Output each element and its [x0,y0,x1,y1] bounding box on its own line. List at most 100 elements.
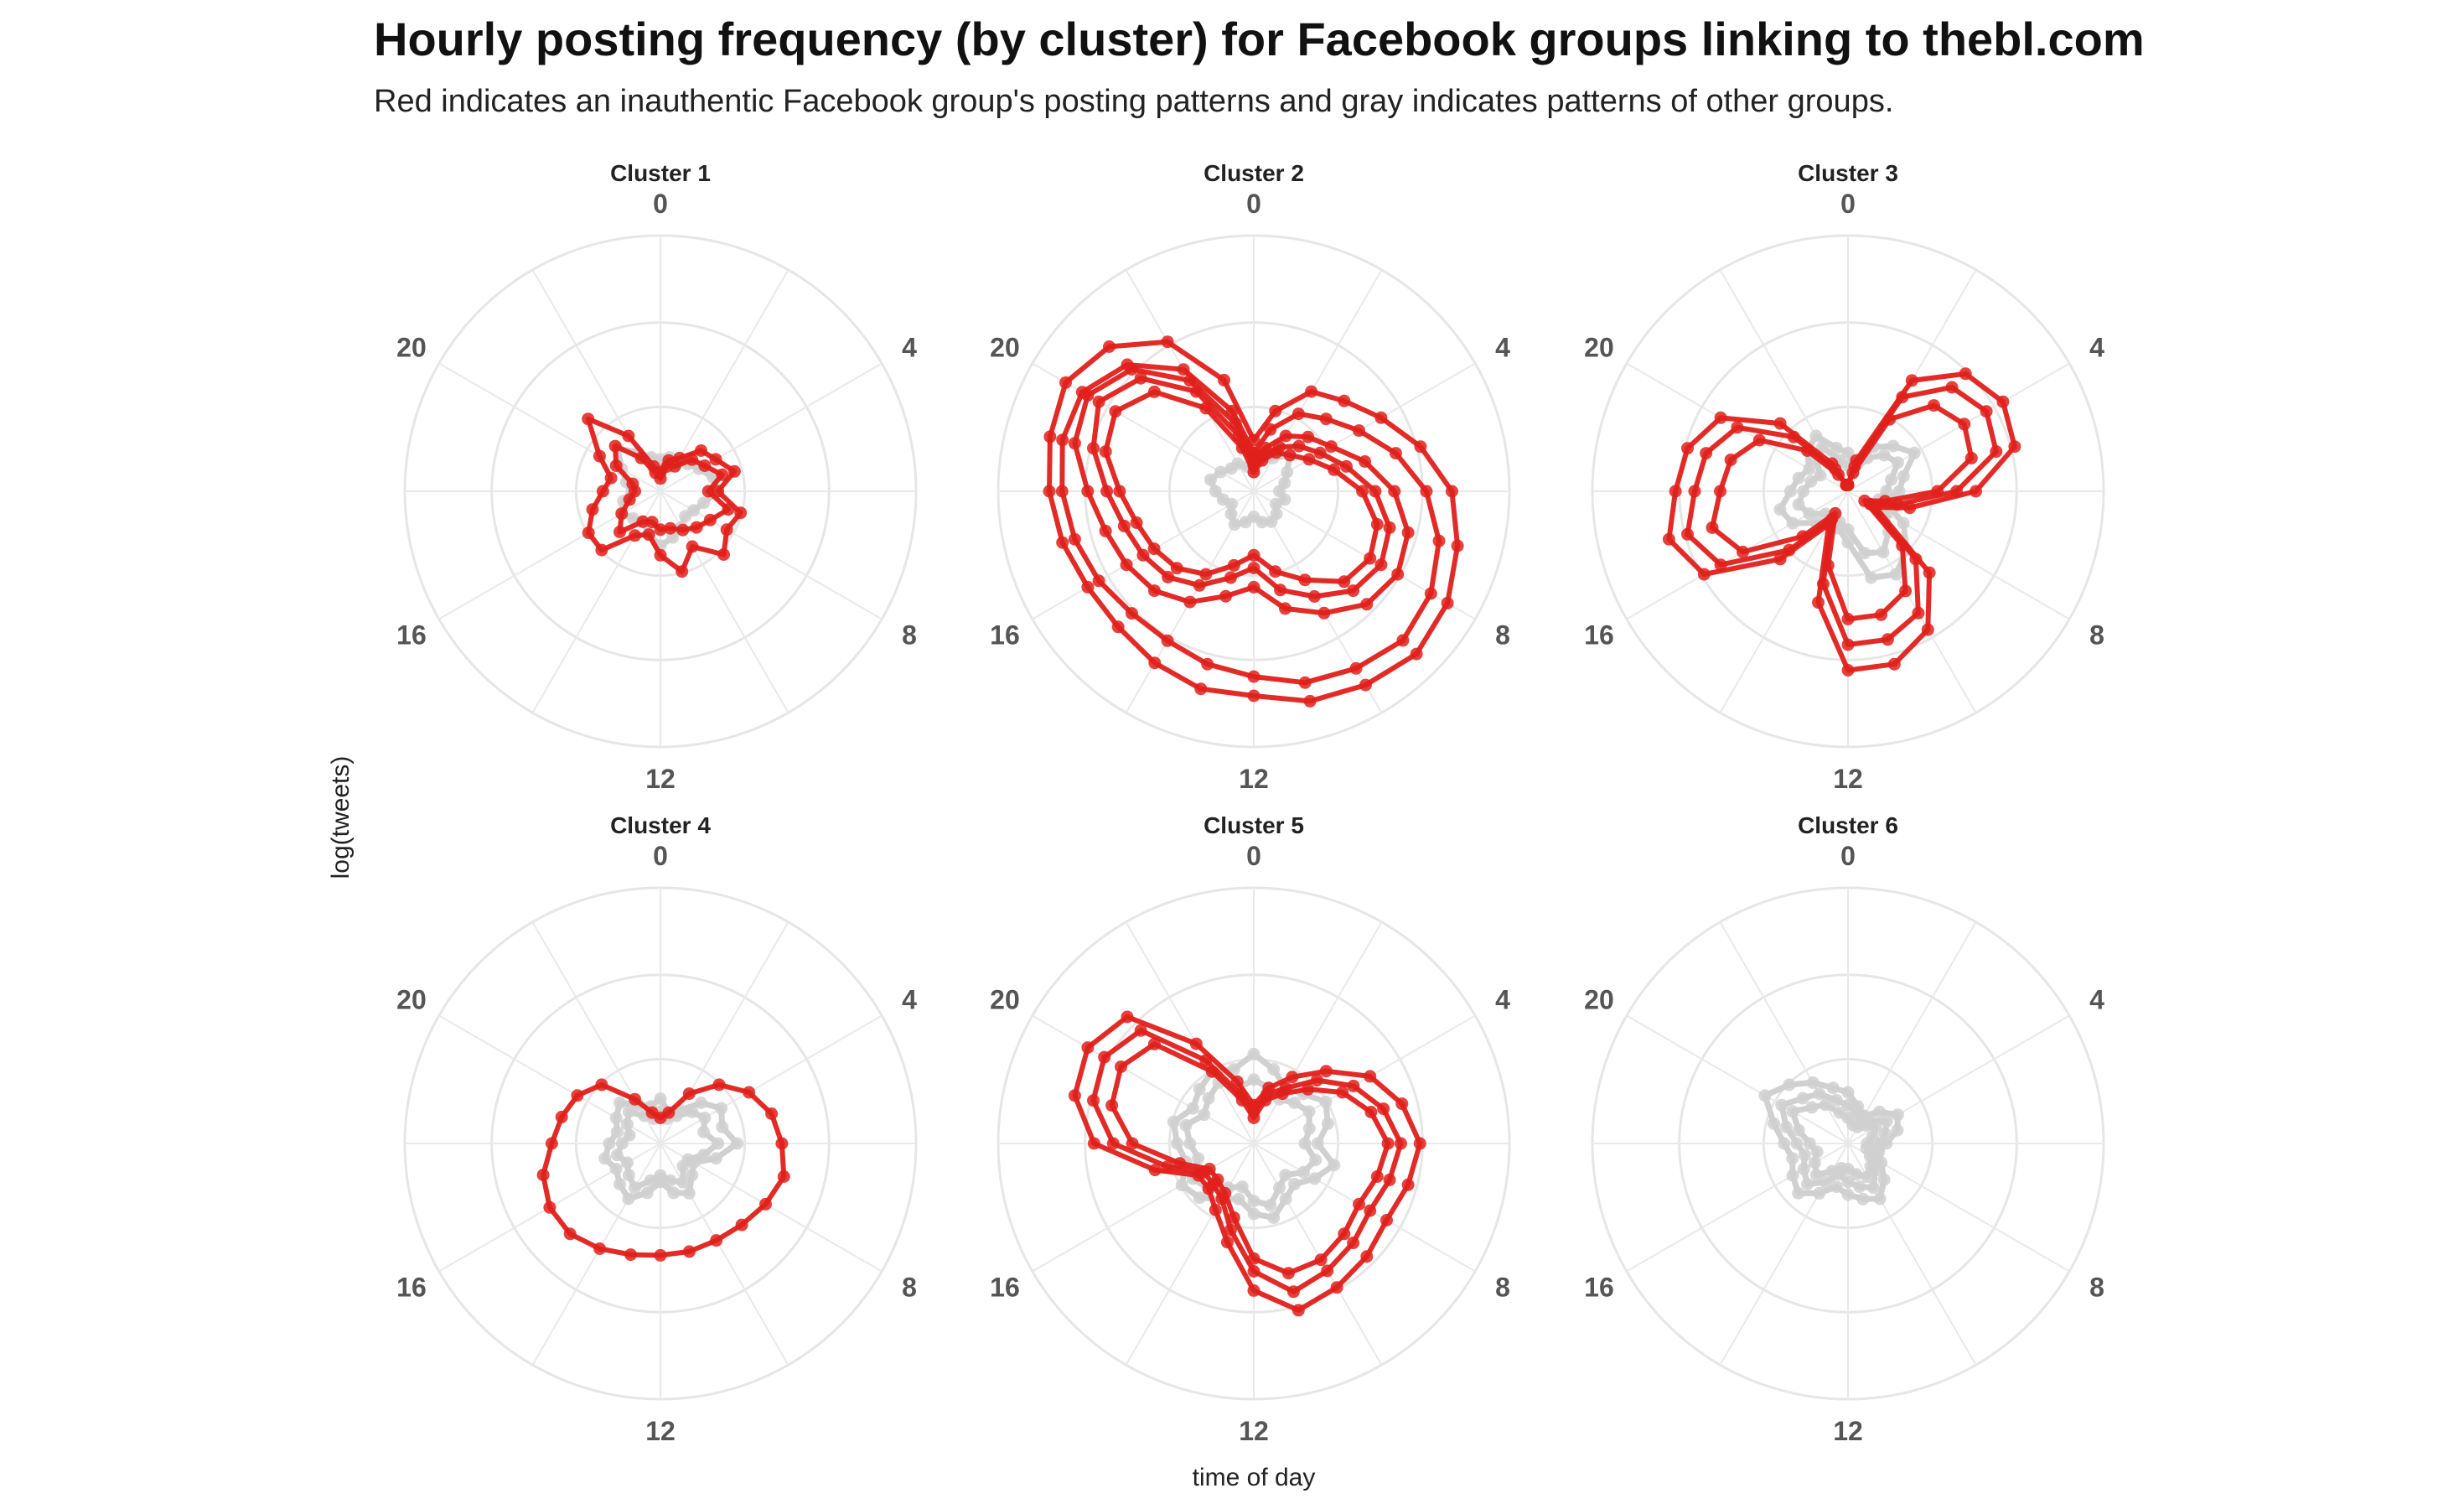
inauthentic-point [1912,606,1925,620]
inauthentic-point [683,1245,696,1258]
other-point [1239,516,1252,529]
inauthentic-point [1883,412,1897,426]
inauthentic-point [1821,558,1835,572]
inauthentic-point [1194,682,1208,696]
inauthentic-point [1161,634,1174,647]
other-point [1841,1086,1855,1099]
inauthentic-point [1858,494,1871,507]
other-point [667,1186,681,1200]
radar-panel: Cluster 2 0 4 8 12 16 20 [990,160,1511,794]
other-point [623,1128,636,1142]
inauthentic-point [1424,587,1437,600]
inauthentic-point [1773,417,1787,430]
inauthentic-point [1055,485,1069,498]
other-point [1813,1087,1826,1101]
inauthentic-point [777,1170,790,1183]
inauthentic-point [555,1110,568,1123]
inauthentic-point [1235,441,1249,454]
other-point [1288,1178,1301,1190]
inauthentic-point [1321,1264,1334,1278]
inauthentic-point [1752,433,1766,447]
inauthentic-point [1381,1137,1395,1150]
inauthentic-point [1130,516,1143,529]
other-point [1321,1117,1334,1130]
inauthentic-point [586,503,599,516]
inauthentic-point [1414,440,1427,454]
panel-title: Cluster 5 [1204,812,1304,838]
inauthentic-point [676,523,690,537]
inauthentic-point [1087,442,1100,455]
other-point [1877,449,1891,462]
inauthentic-point [1681,442,1694,455]
inauthentic-point [1369,485,1382,498]
inauthentic-point [1319,412,1333,426]
inauthentic-point [1317,606,1331,620]
inauthentic-point [595,543,608,557]
hour-tick-label: 12 [1239,1416,1269,1446]
other-point [1808,1156,1821,1169]
inauthentic-point [1099,445,1112,459]
other-point [1892,485,1906,498]
inauthentic-point [1189,385,1203,398]
other-point [1171,1137,1183,1150]
other-point [1891,1123,1904,1137]
other-point [1806,1076,1820,1089]
inauthentic-point [1356,485,1369,498]
inauthentic-point [1059,376,1072,389]
inauthentic-point [1816,578,1830,590]
hour-tick-label: 16 [1584,1273,1614,1303]
inauthentic-point [727,464,741,478]
other-point [627,511,640,525]
inauthentic-point [1841,613,1855,625]
other-point [1192,1152,1205,1165]
inauthentic-point [686,453,699,466]
inauthentic-point [676,565,689,578]
inauthentic-point [1099,524,1112,537]
inauthentic-point [1328,463,1341,476]
inauthentic-point [1247,670,1260,683]
inauthentic-point [571,1089,584,1102]
hour-tick-label: 0 [1840,189,1856,219]
hour-tick-label: 16 [1584,620,1614,651]
inauthentic-point [1298,573,1312,587]
other-point [1889,568,1902,581]
x-axis-label: time of day [1193,1464,1316,1491]
inauthentic-point [1247,689,1260,703]
other-point [1311,1137,1324,1150]
inauthentic-point [722,503,735,516]
inauthentic-point [1224,571,1237,584]
inauthentic-point [1314,1253,1328,1267]
inauthentic-point [1319,1065,1333,1078]
other-point [698,1112,712,1124]
other-point [1825,1164,1839,1178]
inauthentic-point [1279,602,1292,615]
inauthentic-point [1410,647,1423,661]
other-point [1878,1127,1892,1140]
other-point [1804,474,1818,488]
other-point [1833,1106,1846,1119]
inauthentic-point [654,523,667,537]
inauthentic-point [735,1218,748,1232]
other-point [1809,1169,1823,1182]
inauthentic-point [703,513,717,526]
other-point [1867,1181,1880,1195]
other-point [1328,1159,1341,1172]
inauthentic-point [1147,542,1161,556]
inauthentic-point [1255,454,1269,467]
inauthentic-point [1219,589,1232,603]
inauthentic-point [1706,521,1719,534]
other-point [1810,1145,1824,1159]
inauthentic-point [712,1078,726,1092]
other-point [1264,1199,1277,1212]
other-point [1853,1180,1866,1194]
inauthentic-point [1338,575,1351,589]
other-point [1228,518,1241,532]
inauthentic-point [1697,568,1711,581]
other-point [1830,1180,1843,1194]
hour-tick-label: 0 [1246,189,1261,219]
other-point [654,1169,667,1182]
inauthentic-point [1068,1089,1081,1102]
inauthentic-point [1103,340,1116,353]
hour-tick-label: 0 [653,841,668,871]
inauthentic-point [720,523,733,537]
